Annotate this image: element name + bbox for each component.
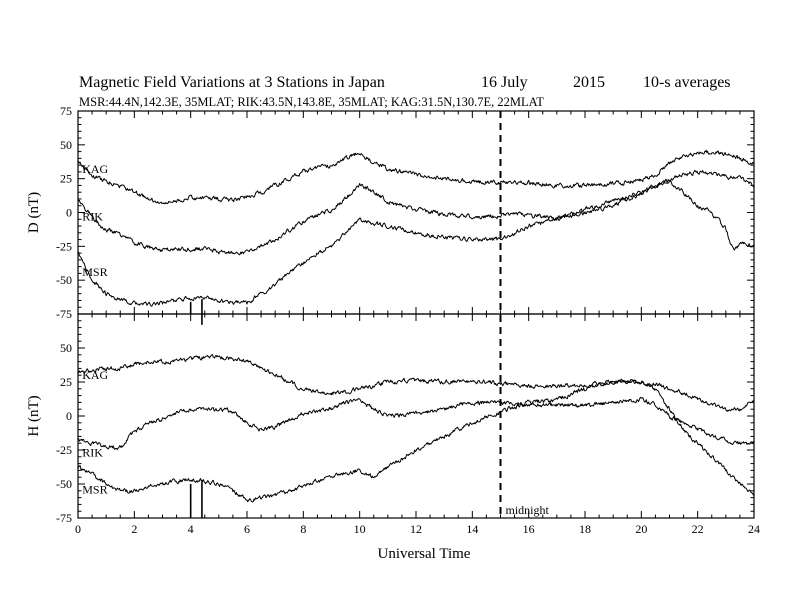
plot-frame [77,110,755,315]
y-axis-label: D (nT) [26,192,42,233]
y-tick-label: 0 [66,206,72,220]
y-tick-label: -25 [56,239,72,253]
chart-averaging: 10-s averages [643,74,731,91]
x-tick-label: 14 [466,522,478,536]
series-line-kag [77,149,755,205]
x-tick-label: 22 [692,522,704,536]
x-tick-label: 0 [75,522,81,536]
x-axis-label: Universal Time [378,546,471,562]
y-axis-label: H (nT) [26,395,42,436]
x-tick-label: 8 [300,522,306,536]
x-tick-label: 12 [410,522,422,536]
y-tick-label: 75 [60,104,72,118]
series-line-rik [77,169,755,256]
x-tick-label: 16 [523,522,535,536]
series-label-rik: RIK [82,210,103,224]
x-tick-label: 6 [244,522,250,536]
plot-frame [77,313,755,519]
series-label-kag: KAG [82,368,108,382]
series-line-msr [77,180,755,307]
y-tick-label: 50 [60,341,72,355]
y-tick-label: -50 [56,273,72,287]
y-tick-label: -25 [56,443,72,457]
chart-title: Magnetic Field Variations at 3 Stations … [79,74,385,91]
y-tick-label: -75 [56,307,72,321]
x-tick-label: 10 [354,522,366,536]
x-tick-label: 18 [579,522,591,536]
series-line-msr [77,378,755,503]
x-tick-label: 20 [635,522,647,536]
y-tick-label: -75 [56,511,72,525]
chart-date: 16 July [481,74,528,91]
x-tick-label: 2 [131,522,137,536]
y-tick-label: 0 [66,409,72,423]
series-label-rik: RIK [82,446,103,460]
y-tick-label: -50 [56,477,72,491]
d-component-panel: -75 -50 -25 0 25 50 75 D (nT) KAG RIK MSR [26,104,755,325]
x-tick-label: 24 [748,522,760,536]
y-tick-label: 25 [60,375,72,389]
series-label-msr: MSR [82,482,107,496]
midnight-label: midnight [506,503,550,517]
series-label-kag: KAG [82,162,108,176]
x-tick-label: 4 [188,522,194,536]
series-line-kag [77,354,755,412]
y-tick-label: 25 [60,172,72,186]
station-coordinates: MSR:44.4N,142.3E, 35MLAT; RIK:43.5N,143.… [79,95,544,109]
chart-year: 2015 [573,74,605,91]
series-label-msr: MSR [82,265,107,279]
series-line-rik [77,396,755,450]
y-tick-label: 50 [60,138,72,152]
